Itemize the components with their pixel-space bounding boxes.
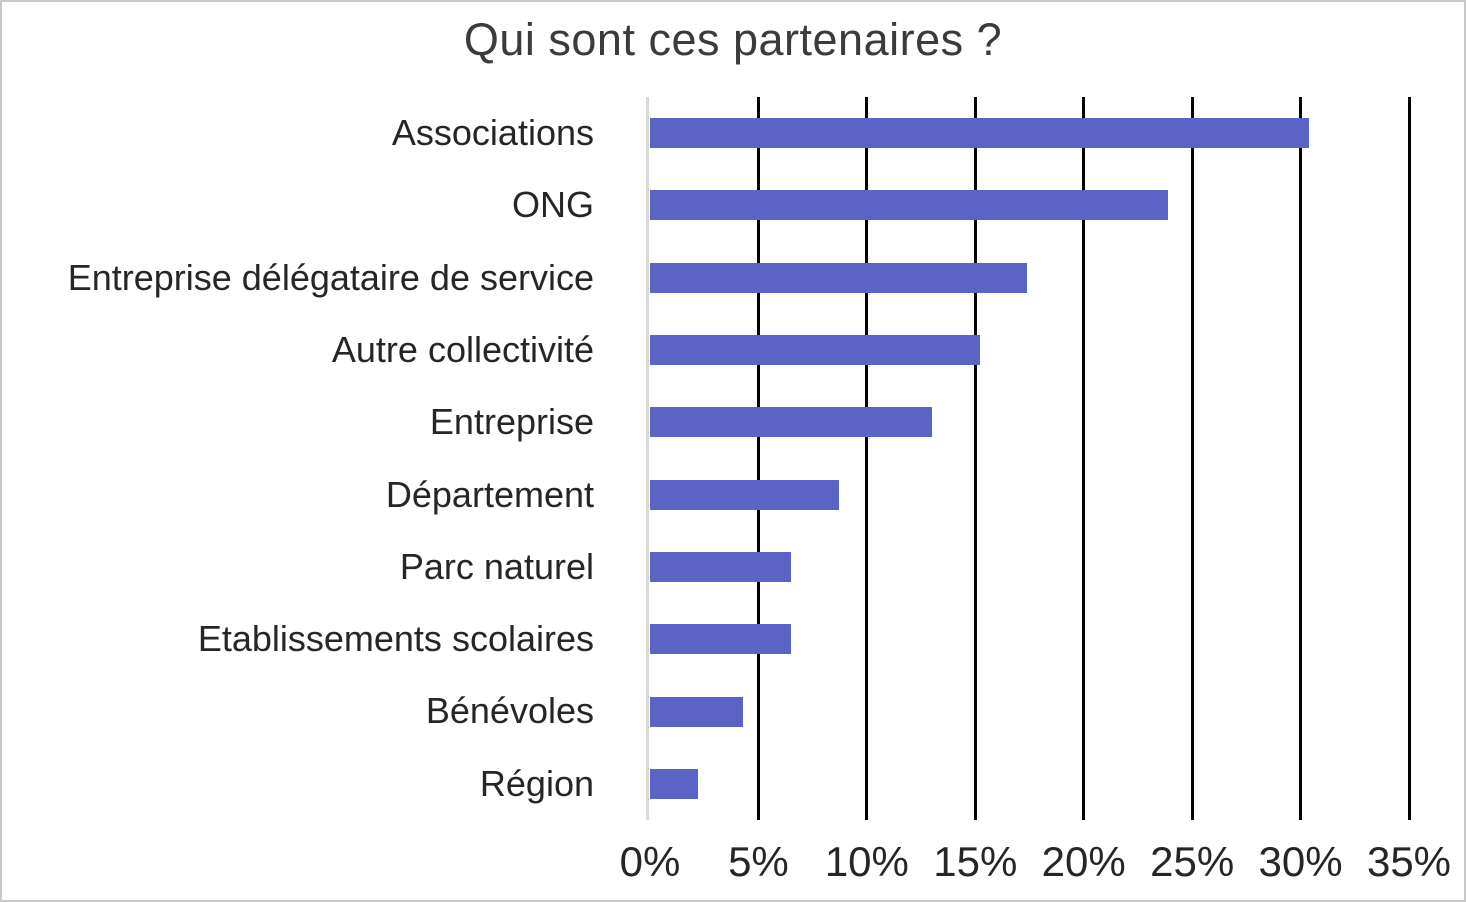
x-axis-tick-labels: 0% 5% 10% 15% 20% 25% 30% 35% [620,834,1451,890]
bar [650,335,980,366]
category-label: Entreprise [429,401,594,443]
bar [650,190,1169,221]
y-axis-line [646,97,649,820]
category-label: Bénévoles [425,690,594,732]
gridline [1407,97,1411,820]
gridline [756,97,760,820]
bar-series [650,97,1409,820]
gridline [1082,97,1086,820]
category-label: Département [385,473,594,515]
bar [650,696,744,727]
category-axis-labels: Associations ONG Entreprise délégataire de… [2,97,622,820]
gridline [865,97,869,820]
x-axis-tick-label: 10% [824,838,909,885]
x-axis-tick-label: 25% [1150,838,1235,885]
category-label: Entreprise délégataire de service [67,256,594,298]
category-label: Autre collectivité [331,328,594,370]
bar [650,262,1028,293]
gridline [973,97,977,820]
plot-area [646,97,1411,820]
gridline [1299,97,1303,820]
category-label: Associations [391,112,594,153]
category-label: Parc naturel [399,545,594,587]
bar [650,624,791,655]
x-axis-tick-label: 15% [933,838,1018,885]
bar [650,479,839,510]
x-axis-tick-label: 35% [1366,838,1452,885]
bar [650,407,932,438]
gridline [1190,97,1194,820]
category-label: ONG [511,184,594,226]
x-axis-tick-label: 5% [728,838,789,885]
category-label: Etablissements scolaires [197,618,594,660]
category-label: Région [479,762,594,804]
chart-title: Qui sont ces partenaires ? [463,14,1003,65]
bar [650,118,1310,149]
bar [650,768,698,799]
x-axis-tick-label: 20% [1041,838,1126,885]
bar [650,551,791,582]
x-axis-tick-label: 0% [619,838,681,885]
x-axis-tick-label: 30% [1258,838,1343,885]
